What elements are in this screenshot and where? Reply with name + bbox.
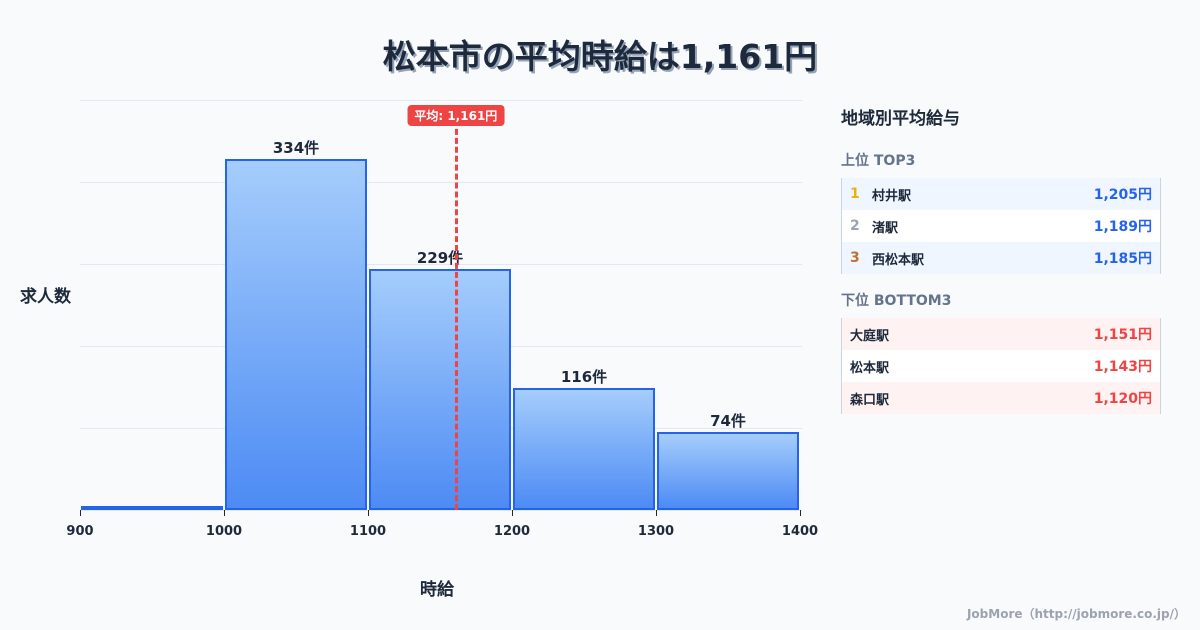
- gridline: [80, 182, 802, 183]
- x-tick: [80, 510, 81, 516]
- table-row: 2 渚駅 1,189円: [842, 210, 1160, 242]
- salary-value: 1,143円: [1093, 359, 1152, 375]
- rank: 3: [850, 250, 860, 266]
- table-row: 1 村井駅 1,205円: [842, 178, 1160, 210]
- histogram-bar: [657, 432, 799, 510]
- salary-value: 1,151円: [1093, 327, 1152, 343]
- average-line: [454, 120, 458, 510]
- x-tick-label: 1400: [781, 524, 819, 539]
- station-name: 大庭駅: [850, 328, 890, 344]
- baseline: [80, 510, 802, 511]
- average-badge: 平均: 1,161円: [407, 105, 505, 126]
- table-row: 大庭駅 1,151円: [842, 318, 1160, 350]
- panel-title: 地域別平均給与: [841, 109, 960, 129]
- station-name: 森口駅: [850, 392, 890, 408]
- rank: 1: [850, 186, 860, 202]
- x-tick: [368, 510, 369, 516]
- histogram-chart: 334件 229件 116件 74件 900 1000 1100 1200 1300 1400 …: [66, 100, 818, 539]
- gridline: [80, 264, 802, 265]
- x-tick: [656, 510, 657, 516]
- station-name: 松本駅: [850, 360, 890, 376]
- histogram-bar: [369, 269, 511, 510]
- x-tick-label: 1100: [349, 524, 387, 539]
- salary-value: 1,120円: [1093, 391, 1152, 407]
- table-row: 3 西松本駅 1,185円: [842, 242, 1160, 274]
- x-tick: [800, 510, 801, 516]
- gridline: [80, 100, 802, 101]
- top3-title: 上位 TOP3: [841, 153, 916, 169]
- salary-value: 1,185円: [1093, 251, 1152, 267]
- x-axis-label: 時給: [420, 580, 454, 600]
- bottom3-table: 大庭駅 1,151円 松本駅 1,143円 森口駅 1,120円: [841, 318, 1161, 414]
- x-tick-label: 1000: [205, 524, 243, 539]
- x-tick: [512, 510, 513, 516]
- x-tick-label: 900: [66, 524, 94, 539]
- bar-value-label: 74件: [710, 412, 746, 431]
- table-row: 森口駅 1,120円: [842, 382, 1160, 414]
- page-title: 松本市の平均時給は1,161円: [382, 37, 818, 76]
- station-name: 渚駅: [872, 220, 899, 236]
- bar-value-label: 229件: [416, 249, 464, 268]
- x-tick-label: 1200: [493, 524, 531, 539]
- bottom3-title: 下位 BOTTOM3: [841, 293, 952, 309]
- histogram-bar: [513, 388, 655, 510]
- bar-value-label: 334件: [272, 138, 320, 157]
- histogram-bar: [81, 506, 223, 510]
- bar-value-label: 116件: [560, 368, 608, 387]
- salary-value: 1,205円: [1093, 187, 1152, 203]
- rank: 2: [850, 218, 860, 234]
- x-tick-label: 1300: [637, 524, 675, 539]
- station-name: 村井駅: [872, 188, 912, 204]
- station-name: 西松本駅: [872, 252, 925, 268]
- y-axis-label: 求人数: [20, 287, 71, 307]
- top3-table: 1 村井駅 1,205円 2 渚駅 1,189円 3 西松本駅 1,185円: [841, 178, 1161, 274]
- footer-credit: JobMore（http://jobmore.co.jp/）: [966, 607, 1186, 621]
- salary-value: 1,189円: [1093, 219, 1152, 235]
- regional-salary-panel: 地域別平均給与 上位 TOP3 1 村井駅 1,205円 2 渚駅 1,189円…: [841, 100, 1161, 414]
- x-tick: [224, 510, 225, 516]
- histogram-bar: [225, 158, 367, 510]
- table-row: 松本駅 1,143円: [842, 350, 1160, 382]
